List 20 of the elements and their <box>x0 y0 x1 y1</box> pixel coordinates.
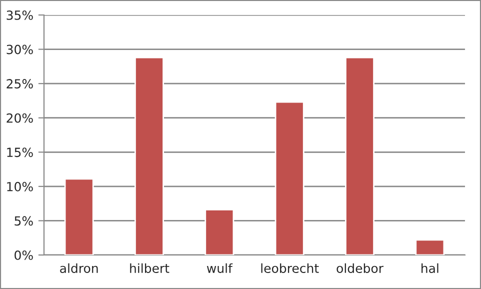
y-tick-label: 10% <box>7 182 33 192</box>
bar <box>204 209 234 255</box>
x-tick-label: aldron <box>60 263 98 274</box>
bar <box>134 56 164 255</box>
bar <box>64 178 94 255</box>
x-tick-label: hilbert <box>130 263 170 274</box>
bar <box>415 239 445 255</box>
y-tick-label: 15% <box>7 148 33 158</box>
x-tick-label: hal <box>422 263 438 274</box>
bar <box>345 56 374 255</box>
y-tick-label: 0% <box>14 250 33 260</box>
y-tick-label: 30% <box>6 44 33 54</box>
x-tick-label: leobrecht <box>261 263 319 274</box>
y-tick-label: 5% <box>14 216 33 226</box>
y-tick-label: 35% <box>6 10 33 20</box>
bar <box>274 101 304 255</box>
x-tick-label: oldebor <box>336 263 384 274</box>
y-tick-label: 20% <box>6 113 33 123</box>
x-tick-label: wulf <box>206 263 233 274</box>
y-tick-label: 25% <box>6 79 33 88</box>
